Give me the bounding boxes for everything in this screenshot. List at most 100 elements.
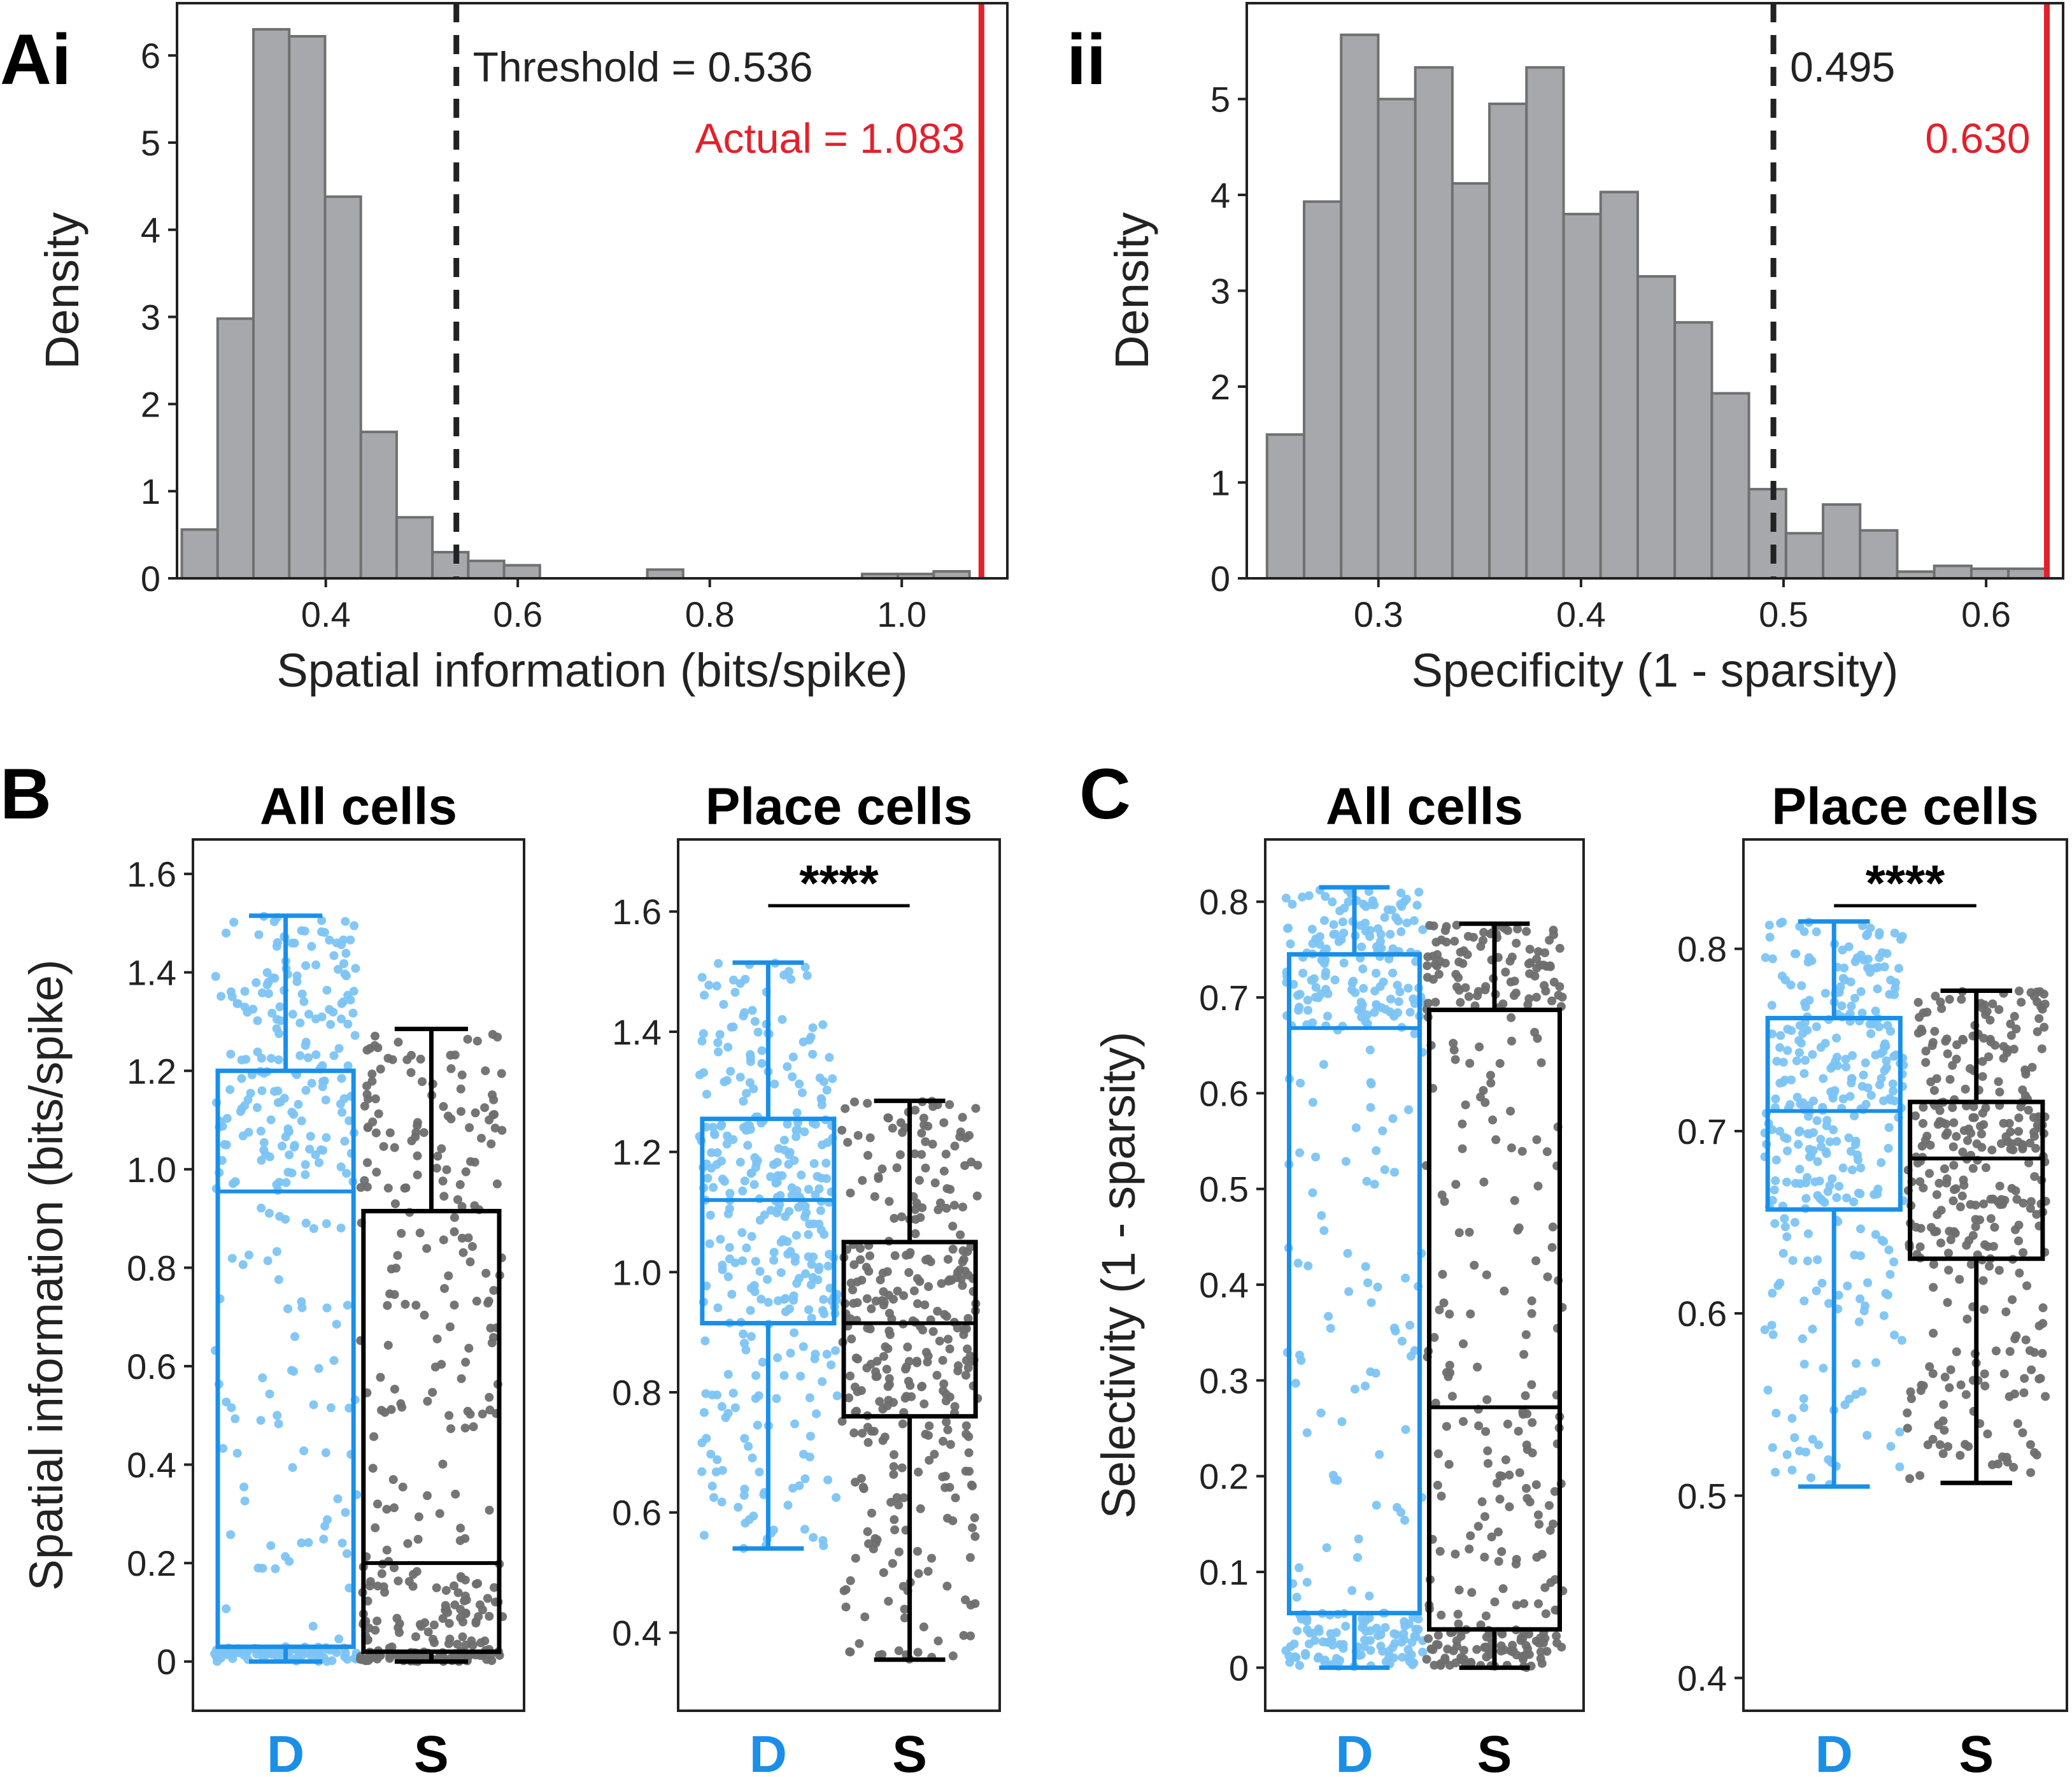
data-point — [1768, 1195, 1777, 1205]
y-tick-label: 0.3 — [1199, 1360, 1249, 1401]
data-point — [746, 1306, 755, 1315]
category-label-d: D — [749, 1725, 787, 1777]
plot-frame — [192, 838, 525, 1712]
data-point — [257, 1086, 267, 1095]
data-point — [1783, 1046, 1792, 1055]
data-point — [960, 1266, 970, 1276]
data-point — [1440, 1197, 1449, 1206]
data-point — [1948, 1103, 1957, 1112]
data-point — [1775, 1043, 1785, 1052]
data-point — [390, 1563, 399, 1573]
data-point — [1380, 1623, 1390, 1632]
data-point — [306, 1132, 315, 1141]
data-point — [856, 1386, 866, 1395]
data-point — [1935, 1440, 1945, 1450]
data-point — [1808, 1434, 1817, 1444]
data-point — [822, 1350, 832, 1359]
data-point — [358, 1653, 367, 1663]
data-point — [1540, 981, 1549, 990]
data-point — [1532, 1135, 1542, 1145]
data-point — [336, 1224, 346, 1233]
data-point — [1964, 1236, 1974, 1245]
data-point — [1344, 1287, 1354, 1296]
data-point — [1394, 997, 1403, 1006]
data-point — [362, 1081, 371, 1091]
y-tick-label: 0.7 — [1677, 1111, 1727, 1152]
data-point — [1797, 981, 1806, 990]
data-point — [1438, 1269, 1447, 1279]
data-point — [360, 1101, 369, 1111]
data-point — [1321, 967, 1330, 977]
data-point — [1381, 1657, 1391, 1667]
data-point — [1487, 1532, 1496, 1542]
data-point — [800, 1269, 810, 1278]
data-point — [818, 1140, 827, 1150]
data-point — [1393, 980, 1402, 990]
data-point — [779, 1371, 789, 1380]
box — [700, 1117, 837, 1325]
data-point — [1906, 1394, 1916, 1403]
data-point — [967, 1157, 976, 1167]
data-point — [2038, 1349, 2047, 1358]
data-point — [420, 1310, 429, 1320]
data-point — [814, 1262, 824, 1272]
data-point — [334, 965, 343, 974]
data-point — [1771, 1467, 1780, 1477]
data-point — [892, 1493, 902, 1502]
data-point — [382, 1545, 392, 1555]
data-point — [1506, 977, 1515, 987]
data-point — [911, 1205, 920, 1215]
data-point — [740, 1434, 749, 1443]
data-point — [718, 1260, 727, 1270]
data-point — [1437, 1610, 1446, 1620]
data-point — [337, 1108, 347, 1117]
data-point — [709, 1183, 718, 1192]
data-point — [1361, 902, 1371, 911]
data-point — [728, 1388, 738, 1398]
data-point — [2003, 1048, 2012, 1057]
y-axis-label: Density — [1105, 212, 1158, 369]
data-point — [1840, 975, 1850, 985]
data-point — [2038, 1303, 2048, 1313]
data-point — [2006, 1127, 2015, 1137]
data-point — [1768, 1443, 1777, 1452]
data-point — [1498, 999, 1508, 1009]
data-point — [1473, 1362, 1482, 1372]
data-point — [2026, 1197, 2036, 1206]
data-point — [879, 1568, 888, 1578]
data-point — [1371, 1369, 1380, 1378]
y-tick-label: 1.4 — [127, 953, 176, 993]
panel-label-ii: ii — [1067, 20, 1106, 99]
data-point — [229, 918, 239, 927]
y-tick-label: 4 — [1210, 175, 1230, 215]
histogram-bar — [252, 28, 291, 580]
data-point — [1852, 953, 1862, 962]
data-point — [363, 1158, 372, 1167]
data-point — [917, 1129, 926, 1138]
data-point — [1435, 1546, 1445, 1556]
data-point — [918, 1325, 928, 1335]
data-point — [741, 1518, 750, 1528]
data-point — [802, 971, 812, 980]
data-point — [1978, 1057, 1987, 1066]
data-point — [772, 1353, 782, 1362]
data-point — [455, 1180, 465, 1189]
data-point — [904, 1267, 914, 1277]
data-point — [1350, 1385, 1359, 1394]
data-point — [1999, 1118, 2008, 1128]
data-point — [467, 1242, 477, 1252]
histogram-bar — [1488, 103, 1528, 580]
data-point — [1470, 1260, 1479, 1270]
data-point — [477, 1134, 486, 1143]
data-point — [1783, 1146, 1792, 1155]
y-tick-label: 0.6 — [1199, 1073, 1249, 1113]
data-point — [488, 1090, 497, 1099]
data-point — [930, 1450, 939, 1459]
data-point — [487, 1656, 497, 1666]
y-tick-label: 1.2 — [127, 1051, 176, 1091]
data-point — [1771, 1176, 1780, 1185]
data-point — [1819, 1364, 1828, 1373]
data-point — [772, 1208, 782, 1218]
data-point — [1771, 1094, 1780, 1104]
